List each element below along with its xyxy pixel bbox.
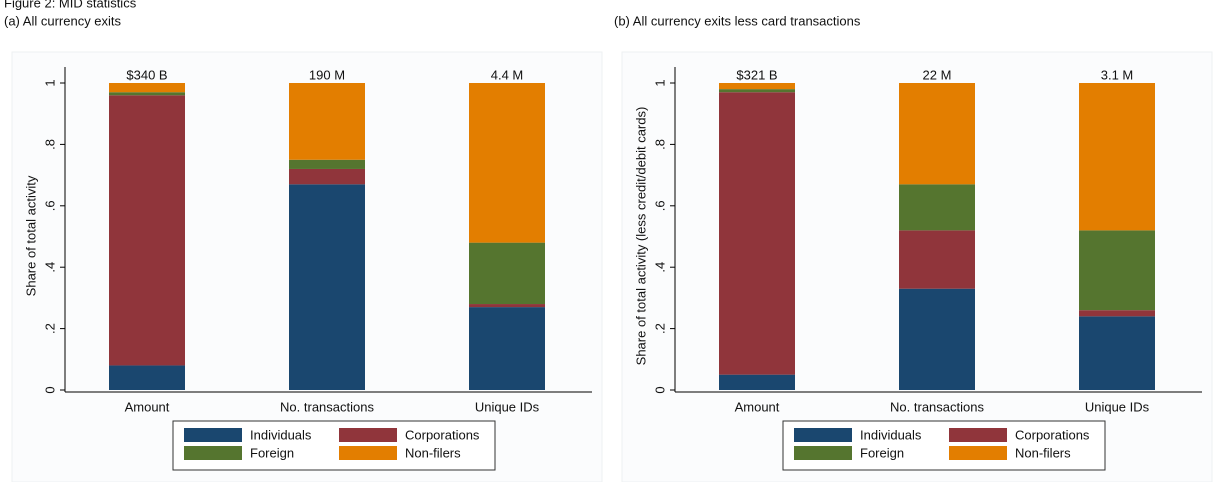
bar-annotation: 22 M [923, 67, 952, 82]
bar-annotation: $340 B [126, 67, 167, 82]
legend-label: Foreign [860, 445, 904, 460]
bar-segment [289, 159, 365, 169]
y-tick-label: .4 [42, 262, 57, 273]
legend: Individuals Corporations Foreign Non-filers [172, 420, 496, 471]
bar-segment [109, 95, 185, 366]
legend-label: Individuals [860, 427, 922, 442]
y-axis-label: Share of total activity (less credit/deb… [633, 107, 648, 366]
bar-segment [719, 83, 795, 90]
bar-segment [469, 242, 545, 305]
bar-segment [289, 83, 365, 160]
x-tick-label: No. transactions [280, 399, 374, 414]
bar-segment [899, 184, 975, 231]
y-tick-label: 1 [652, 79, 667, 86]
legend-label: Corporations [1015, 427, 1090, 442]
legend-label: Foreign [250, 445, 294, 460]
legend-label: Corporations [405, 427, 480, 442]
bar-annotation: 3.1 M [1101, 67, 1134, 82]
y-tick-label: .8 [652, 139, 667, 150]
y-axis-label: Share of total activity [23, 175, 38, 296]
y-tick-label: .6 [42, 200, 57, 211]
subtitle: (b) All currency exits less card transac… [614, 13, 861, 28]
legend-label: Non-filers [1015, 445, 1071, 460]
x-tick-label: Amount [125, 399, 170, 414]
bar-segment [109, 365, 185, 390]
subtitle: (a) All currency exits [4, 13, 122, 28]
chart-panel: (b) All currency exits less card transac… [614, 13, 1213, 482]
bar-segment [899, 83, 975, 185]
x-tick-label: Unique IDs [1085, 399, 1150, 414]
bar-segment [289, 168, 365, 185]
y-tick-label: 1 [42, 79, 57, 86]
legend-swatch [339, 428, 397, 442]
bar-segment [1079, 316, 1155, 390]
x-tick-label: Amount [735, 399, 780, 414]
bar-segment [719, 92, 795, 375]
y-tick-label: 0 [652, 386, 667, 393]
y-tick-label: 0 [42, 386, 57, 393]
y-tick-label: .8 [42, 139, 57, 150]
legend: Individuals Corporations Foreign Non-filers [782, 420, 1106, 471]
bar-segment [109, 83, 185, 93]
chart-panel: (a) All currency exits Share of total act… [4, 13, 603, 482]
bar-segment [469, 307, 545, 390]
bar-segment [109, 92, 185, 96]
y-tick-label: .2 [652, 323, 667, 334]
y-tick-label: .6 [652, 200, 667, 211]
legend-swatch [794, 446, 852, 460]
y-tick-label: .4 [652, 262, 667, 273]
bar-segment [719, 89, 795, 93]
legend-swatch [184, 446, 242, 460]
bar-segment [899, 230, 975, 289]
figure-title: Figure 2: MID statistics [4, 0, 137, 10]
legend-swatch [184, 428, 242, 442]
bar-segment [469, 83, 545, 243]
bar-segment [719, 374, 795, 390]
x-tick-label: No. transactions [890, 399, 984, 414]
bar-annotation: $321 B [736, 67, 777, 82]
bar-segment [899, 288, 975, 390]
legend-label: Individuals [250, 427, 312, 442]
bar-segment [1079, 310, 1155, 317]
bar-segment [469, 304, 545, 308]
bar-segment [289, 184, 365, 390]
bar-segment [1079, 230, 1155, 311]
legend-label: Non-filers [405, 445, 461, 460]
y-tick-label: .2 [42, 323, 57, 334]
legend-swatch [339, 446, 397, 460]
bar-annotation: 4.4 M [491, 67, 524, 82]
legend-swatch [949, 446, 1007, 460]
bar-annotation: 190 M [309, 67, 345, 82]
bar-segment [1079, 83, 1155, 231]
legend-swatch [949, 428, 1007, 442]
x-tick-label: Unique IDs [475, 399, 540, 414]
legend-swatch [794, 428, 852, 442]
